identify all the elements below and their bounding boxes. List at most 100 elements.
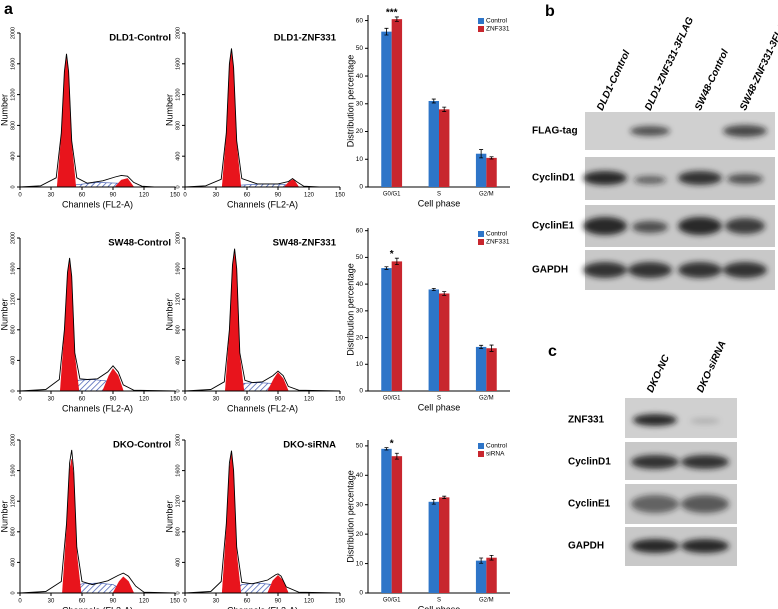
y-tick-label: 40 xyxy=(356,281,364,288)
x-tick-label: 90 xyxy=(110,193,117,199)
y-tick-label: 400 xyxy=(175,152,181,161)
phase-peak xyxy=(102,368,124,392)
x-tick-label: 120 xyxy=(139,397,150,403)
x-tick-label: 90 xyxy=(275,397,282,403)
x-tick-label: 90 xyxy=(110,397,117,403)
y-axis-label: Number xyxy=(164,298,174,330)
legend-swatch xyxy=(478,451,484,457)
y-tick-label: 0 xyxy=(359,388,363,395)
x-tick-label: 60 xyxy=(244,397,251,403)
y-axis-label: Number xyxy=(0,94,9,126)
bar xyxy=(439,293,450,391)
x-tick-label: 60 xyxy=(244,193,251,199)
y-tick-label: 20 xyxy=(356,334,364,341)
x-tick-label: 60 xyxy=(244,599,251,605)
band xyxy=(678,262,722,278)
phase-peak xyxy=(221,49,242,188)
histogram-line xyxy=(184,248,341,392)
bar xyxy=(439,109,450,187)
histogram-line xyxy=(184,450,341,594)
y-tick-label: 0 xyxy=(359,184,363,191)
error-bar xyxy=(442,291,447,296)
y-tick-label: 1200 xyxy=(175,88,181,100)
legend-swatch xyxy=(478,231,484,237)
x-tick-label: G2/M xyxy=(479,598,494,604)
x-tick-label: 30 xyxy=(48,599,55,605)
y-tick-label: 2000 xyxy=(175,27,181,39)
x-tick-label: 90 xyxy=(275,193,282,199)
x-tick-label: 120 xyxy=(139,193,150,199)
row-label: GAPDH xyxy=(532,265,568,276)
x-tick-label: G0/G1 xyxy=(383,192,401,198)
error-bar xyxy=(394,257,399,266)
chart-title: DLD1-Control xyxy=(109,33,171,44)
error-bar xyxy=(479,557,484,564)
y-tick-label: 20 xyxy=(356,128,364,135)
bar xyxy=(391,261,403,391)
y-axis-label: Distribution percentage xyxy=(345,263,355,356)
x-tick-label: S xyxy=(437,396,441,402)
x-tick-label: S xyxy=(437,598,441,604)
y-tick-label: 2000 xyxy=(175,232,181,244)
x-tick-label: 90 xyxy=(110,599,117,605)
band xyxy=(583,217,627,235)
band xyxy=(631,539,679,553)
row-label: CyclinE1 xyxy=(568,499,611,510)
band xyxy=(634,176,666,184)
x-tick-label: 150 xyxy=(170,599,181,605)
histogram-line xyxy=(184,48,340,188)
panel-label: a xyxy=(4,1,13,18)
y-tick-label: 50 xyxy=(356,254,364,261)
y-tick-label: 2000 xyxy=(10,232,16,244)
legend-label: Control xyxy=(486,443,508,450)
bar xyxy=(381,448,392,593)
column-label: DLD1-Control xyxy=(595,49,633,113)
y-tick-label: 0 xyxy=(175,185,181,188)
row-label: ZNF331 xyxy=(568,415,605,426)
chart-title: DKO-siRNA xyxy=(283,440,336,451)
y-tick-label: 1200 xyxy=(175,293,181,305)
y-tick-label: 400 xyxy=(10,558,16,567)
y-axis-label: Number xyxy=(164,500,174,532)
legend-label: ZNF331 xyxy=(486,26,510,33)
phase-peak xyxy=(56,56,77,188)
error-bar xyxy=(384,27,389,36)
histogram-line xyxy=(19,257,176,392)
x-axis-label: Channels (FL2-A) xyxy=(62,403,133,413)
blot-b: DLD1-Control DLD1-ZNF331-3FLAG SW48-Cont… xyxy=(532,14,778,290)
y-tick-label: 800 xyxy=(10,527,16,536)
band xyxy=(727,174,763,184)
band xyxy=(633,414,677,426)
y-axis-label: Number xyxy=(0,298,9,330)
legend-label: Control xyxy=(486,18,508,25)
x-tick-label: 30 xyxy=(213,397,220,403)
legend-swatch xyxy=(478,443,484,449)
band xyxy=(628,262,672,278)
band xyxy=(630,126,670,136)
y-tick-label: 800 xyxy=(175,527,181,536)
band xyxy=(681,539,729,553)
chart-title: SW48-ZNF331 xyxy=(273,238,337,249)
x-axis-label: Channels (FL2-A) xyxy=(227,199,298,209)
y-tick-label: 1600 xyxy=(10,262,16,274)
x-tick-label: 90 xyxy=(275,599,282,605)
x-axis-label: Cell phase xyxy=(418,402,461,412)
error-bar xyxy=(394,16,399,22)
x-tick-label: 0 xyxy=(183,193,187,199)
error-bar xyxy=(479,149,484,159)
column-label: DKO-siRNA xyxy=(695,339,728,394)
y-tick-label: 0 xyxy=(10,185,16,188)
error-bar xyxy=(384,447,389,451)
error-bar xyxy=(489,156,494,160)
band xyxy=(583,262,627,278)
band xyxy=(678,217,722,235)
x-tick-label: G2/M xyxy=(479,192,494,198)
band xyxy=(723,262,767,278)
bar xyxy=(486,157,497,187)
bar xyxy=(475,153,487,187)
y-tick-label: 0 xyxy=(175,389,181,392)
phase-peak xyxy=(59,259,80,392)
error-bar xyxy=(489,554,494,561)
y-tick-label: 400 xyxy=(10,152,16,161)
